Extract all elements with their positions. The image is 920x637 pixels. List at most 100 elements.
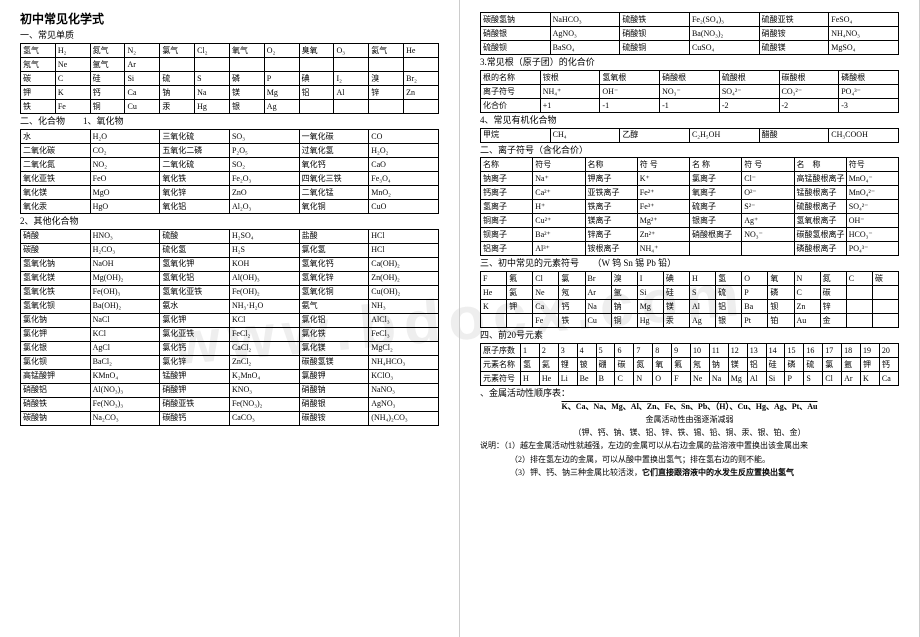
table-cell: 乙醇 [620,128,690,142]
table-cell: Fe²⁺ [637,186,689,200]
table-cell: 铝 [716,300,742,314]
table-cell: KNO₃ [229,383,299,397]
table-cell: FeCl₃ [369,327,439,341]
table-cell: NH₄⁺ [637,242,689,256]
table-cell: 硝酸铵 [759,27,829,41]
table-cell: 硝酸根离子 [690,228,742,242]
table-cell: H₂ [55,44,90,58]
table-cell: 碳 [21,72,56,86]
table-header-cell: 名称 [481,158,533,172]
table-cell: Al [334,86,369,100]
table-header-cell: 符 号 [637,158,689,172]
table-cell: H₂S [229,243,299,257]
table-cell: 钾 [21,86,56,100]
table-cell: -2 [779,98,839,112]
table-cell: 二氧化硫 [160,157,230,171]
table-cell: 氯化氢 [299,243,369,257]
table-cell [507,314,533,328]
table-cell: 氧化亚铁 [21,171,91,185]
table-cell: 硝酸银 [481,27,551,41]
table-cell: 钡 [768,300,794,314]
table-cell: AgNO₃ [550,27,620,41]
table-cell: 高锰酸根离子 [794,172,846,186]
table-cell: 硝酸钡 [620,27,690,41]
table-cell: P [785,371,804,385]
table-cell: 银 [716,314,742,328]
table-cell: HCl [369,229,439,243]
table-cell: Cu [125,100,160,114]
table-cell: 元素符号 [481,371,521,385]
table-cell: K [861,371,880,385]
table-cell: KMnO₄ [90,369,160,383]
table-cell: KClO₃ [369,369,439,383]
table-cell: 氢离子 [481,200,533,214]
table-cell: Ne [55,58,90,72]
table-cell: He [539,371,558,385]
table-cell: K [481,300,507,314]
table-cell: Cu [585,314,611,328]
table-cell: Zn [404,86,439,100]
table-cell: -1 [660,98,720,112]
section-8-title: 四、前20号元素 [480,330,899,341]
table-cell: Si [125,72,160,86]
table-cell: Cl [823,371,842,385]
table-cell: B [596,371,615,385]
table-cell: Fe₃O₄ [369,171,439,185]
table-cell: Cl⁻ [742,172,794,186]
table-cell: 磷酸根离子 [794,242,846,256]
table-cell: K [55,86,90,100]
table-cell: F [672,371,691,385]
table-cell: NO₂ [90,157,160,171]
table-cell: 二氧化氮 [21,157,91,171]
table-cell: 镁离子 [585,214,637,228]
table-cell: 汞 [160,100,195,114]
table-cell: PO₄³⁻ [846,242,898,256]
table-cell [872,314,898,328]
table-cell: Si [637,286,663,300]
table-cell: Fe [55,100,90,114]
table-cell: CO₂ [90,143,160,157]
table-cell: C [794,286,820,300]
table-cell: 镁 [229,86,264,100]
table-cell: 碘 [663,272,689,286]
table-cell: OH⁻ [600,84,660,98]
table-cell: Ba²⁺ [533,228,585,242]
table-cell: K₂MnO₄ [229,369,299,383]
table-cell [369,58,404,72]
table-cell: H₂CO₃ [90,243,160,257]
table-cell: Al(NO₃)₃ [90,383,160,397]
table-cell: HNO₃ [90,229,160,243]
table-cell: 6 [615,343,634,357]
table-cell [481,314,507,328]
table-cell: MnO₄²⁻ [846,186,898,200]
table-cell: 硅 [90,72,125,86]
table-cell: Cu(OH)₂ [369,285,439,299]
table-cell: 氯酸钾 [299,369,369,383]
table-cell: 氢 [521,357,540,371]
table-cell: 氟 [672,357,691,371]
table-cell: 铁 [559,314,585,328]
table-cell: 氯化银 [21,341,91,355]
table-cell: 硫离子 [690,200,742,214]
table-cell: NO₃⁻ [742,228,794,242]
table-cell: 银 [229,100,264,114]
table-cell: 碳酸氢根离子 [794,228,846,242]
table-header-cell: 符号 [846,158,898,172]
table-cell: S [690,286,716,300]
table-cell: 氯化钡 [21,355,91,369]
table-cell: NH₃ [369,299,439,313]
table-cell: 一氧化碳 [299,129,369,143]
table-cell: 硝酸 [21,229,91,243]
table-cell: KCl [229,313,299,327]
table-cell [334,58,369,72]
table-cell: PO₄³⁻ [839,84,899,98]
table-cell: 氮 [820,272,846,286]
table-cell: 氨水 [160,299,230,313]
table-cell: Zn [794,300,820,314]
table-cell: 氯化钠 [21,313,91,327]
table-cell [404,100,439,114]
table-cell: 钙 [879,357,898,371]
table-cell: C₂H₅OH [689,128,759,142]
table-cell: NH₄HCO₃ [369,355,439,369]
table-cell: 水 [21,129,91,143]
